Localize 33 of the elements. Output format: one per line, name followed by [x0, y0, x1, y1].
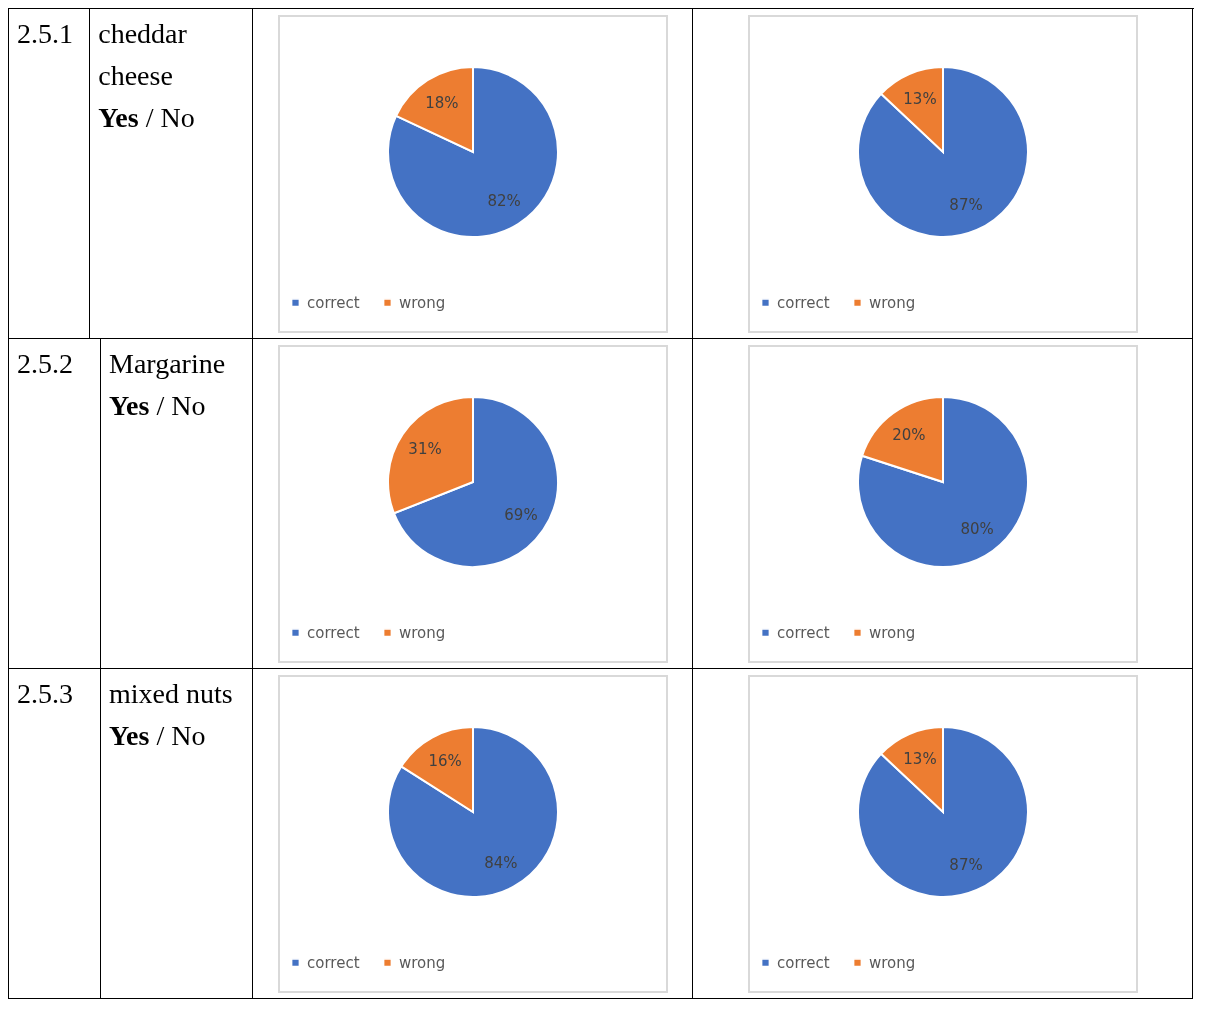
- data-label: 20%: [891, 425, 926, 444]
- text: mixed nuts: [109, 677, 233, 711]
- text: cheddar cheese: [98, 17, 188, 93]
- legend-label: wrong: [868, 953, 915, 972]
- text: Yes / No: [109, 389, 207, 423]
- text: Yes / No: [98, 101, 196, 135]
- legend-label: correct: [306, 623, 360, 642]
- legend-label: wrong: [398, 953, 445, 972]
- text: 2.5.3: [9, 669, 101, 998]
- legend-label: correct: [776, 623, 830, 642]
- legend-label: wrong: [398, 293, 445, 312]
- legend-label: correct: [306, 293, 360, 312]
- legend-label: wrong: [868, 623, 915, 642]
- data-label: 18%: [424, 93, 459, 112]
- data-label: 13%: [902, 749, 937, 768]
- legend-label: correct: [776, 293, 830, 312]
- data-label: 31%: [407, 439, 442, 458]
- data-label: 84%: [483, 853, 518, 872]
- data-label: 87%: [948, 195, 983, 214]
- legend-label: wrong: [868, 293, 915, 312]
- data-label: 82%: [486, 191, 521, 210]
- data-label: 80%: [959, 519, 994, 538]
- data-label: 69%: [503, 505, 538, 524]
- data-label: 13%: [902, 89, 937, 108]
- text: Margarine: [109, 347, 226, 381]
- data-label: 16%: [427, 751, 462, 770]
- legend-label: wrong: [398, 623, 445, 642]
- text: 2.5.1: [9, 9, 91, 338]
- text: Yes / No: [109, 719, 207, 753]
- text: 2.5.2: [9, 339, 101, 668]
- legend-label: correct: [776, 953, 830, 972]
- data-label: 87%: [948, 855, 983, 874]
- legend-label: correct: [306, 953, 360, 972]
